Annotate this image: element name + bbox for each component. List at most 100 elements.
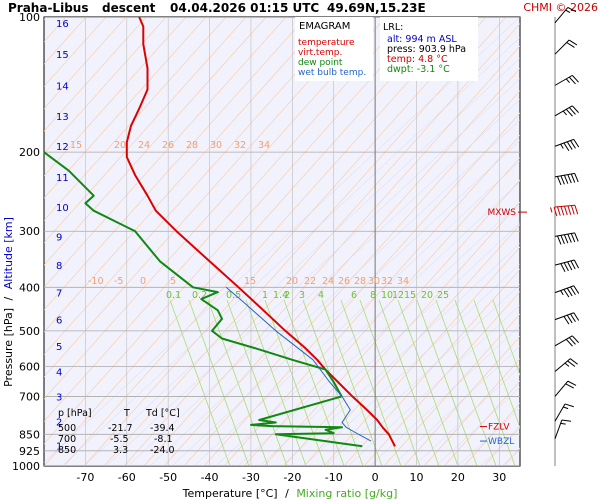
marker-wbzl: WBZL — [488, 437, 514, 447]
wind-barb — [554, 138, 580, 152]
dry-adiabat-line — [44, 17, 187, 177]
altitude-tick-label: 10 — [56, 203, 69, 214]
mixing-ratio-line — [207, 299, 269, 466]
mixing-ratio-label: 0.2 — [192, 290, 207, 301]
mixing-ratio-line — [435, 299, 497, 466]
wind-barb-feather — [570, 286, 576, 296]
theta-label-mid: -5 — [114, 276, 123, 287]
saturated-adiabat-line — [568, 17, 600, 466]
lrl-box — [380, 17, 478, 81]
saturated-adiabat-line — [171, 140, 520, 466]
wind-barb-feather — [574, 173, 579, 183]
wind-barb-feather — [573, 312, 580, 321]
dry-adiabat-line — [343, 269, 520, 466]
theta-label-mid: 0 — [140, 276, 146, 287]
header-station: Praha-Libus — [8, 1, 88, 15]
altitude-tick-label: 14 — [56, 81, 69, 92]
dry-adiabat-line — [363, 291, 520, 466]
saturated-adiabat-line — [369, 325, 520, 466]
wind-barb — [554, 105, 579, 117]
mixing-ratio-line — [226, 299, 288, 466]
wind-barb-feather — [571, 75, 579, 83]
legend-item-virt-temp: virt.temp. — [298, 48, 342, 58]
wind-barb-half-feather — [550, 207, 553, 213]
altitude-tick-label: 1 — [56, 441, 62, 452]
mixing-ratio-label: 2 — [284, 290, 290, 301]
altitude-tick-label: 11 — [56, 173, 69, 184]
wind-barb-feather — [573, 139, 580, 148]
wind-barb-feather — [561, 419, 572, 422]
wind-barb-feather — [567, 205, 572, 215]
theta-label-mid: 22 — [304, 276, 316, 287]
wind-barb-feather — [567, 261, 573, 271]
x-tick-label: 20 — [451, 471, 465, 484]
saturated-adiabat-line — [193, 160, 520, 466]
theta-label-mid: 26 — [338, 276, 350, 287]
wind-barb-feather — [563, 142, 570, 152]
y-tick-label: 100 — [19, 11, 40, 24]
altitude-tick-label: 6 — [56, 316, 62, 327]
header-copyright: CHMI © 2026 — [523, 1, 598, 14]
level-table-row-850-t: 3.3 — [113, 445, 128, 456]
theta-label-top: 15 — [70, 140, 82, 151]
wind-barb — [554, 419, 572, 440]
wind-barb-feather — [565, 108, 573, 117]
wind-barb-feather — [570, 233, 576, 243]
mixing-ratio-label: 0.1 — [166, 290, 181, 301]
wind-barb-half-feather — [560, 422, 566, 425]
theta-label-mid: 20 — [286, 276, 298, 287]
saturated-adiabat-line — [44, 17, 520, 463]
y-tick-label: 850 — [19, 428, 40, 441]
saturated-adiabat-line — [524, 17, 600, 466]
wind-barb-feather — [568, 107, 576, 115]
mixing-ratio-line — [245, 299, 307, 466]
level-table-row-700-td: -8.1 — [154, 434, 173, 445]
theta-label-top: 28 — [186, 140, 198, 151]
wind-barb — [554, 6, 577, 24]
y-axis-label-main: Pressure [hPa] — [2, 308, 15, 387]
mixing-ratio-line — [302, 299, 364, 466]
mixing-ratio-label: 8 — [370, 290, 376, 301]
wind-barb — [554, 380, 577, 397]
marker-fzlv: FZLV — [488, 423, 510, 433]
y-tick-label: 1000 — [12, 460, 40, 473]
level-table-row-850-td: -24.0 — [150, 445, 175, 456]
saturated-adiabat-line — [303, 263, 520, 466]
wind-barb-half-feather — [560, 290, 564, 296]
wind-barb-feather — [563, 316, 570, 325]
altitude-tick-label: 13 — [56, 112, 69, 123]
theta-label-mid: 24 — [322, 276, 334, 287]
lrl-pressure: press: 903.9 hPa — [387, 44, 466, 55]
theta-label-top: 30 — [210, 140, 222, 151]
mixing-ratio-label: 1 — [262, 290, 268, 301]
mixing-ratio-label: 1.4 — [273, 290, 288, 301]
saturated-adiabat-line — [61, 37, 520, 466]
wind-barb-half-feather — [562, 110, 567, 116]
mixing-ratio-label: 25 — [437, 290, 449, 301]
y-tick-label: 925 — [19, 445, 40, 458]
wind-barb-feather — [563, 234, 569, 244]
x-axis-label-sep: / — [285, 487, 289, 500]
x-axis-label-main: Temperature [°C] — [182, 487, 278, 500]
lrl-dewpoint: dwpt: -3.1 °C — [387, 64, 450, 75]
wind-barb — [554, 232, 579, 245]
theta-label-top: 26 — [162, 140, 174, 151]
wind-barb-feather — [574, 205, 579, 215]
saturated-adiabat-line — [413, 366, 520, 466]
wind-barb-feather — [567, 360, 576, 367]
wind-barb-half-feather — [565, 78, 570, 84]
wind-barb-feather — [557, 235, 562, 245]
y-tick-label: 200 — [19, 146, 40, 159]
legend: EMAGRAM temperature virt.temp. dew point… — [295, 17, 373, 81]
wind-barb-feather — [566, 287, 573, 297]
dry-adiabat-line — [323, 246, 520, 466]
wind-barb — [554, 172, 579, 186]
wind-barb-feather — [566, 42, 575, 48]
legend-item-temperature: temperature — [298, 38, 355, 48]
wind-barb-feather — [564, 403, 574, 408]
dry-adiabat-line — [44, 17, 107, 87]
theta-label-mid: 15 — [244, 276, 256, 287]
y-axis-label: Pressure [hPa] / Altitude [km] — [2, 217, 15, 387]
wind-barb — [554, 403, 574, 422]
y-tick-label: 400 — [19, 281, 40, 294]
